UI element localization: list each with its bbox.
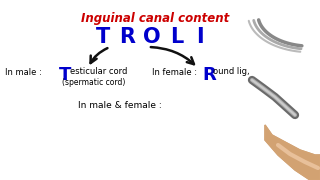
Text: O: O (143, 27, 161, 47)
Text: T: T (59, 66, 71, 84)
Text: T: T (96, 27, 110, 47)
Text: In female :: In female : (152, 68, 200, 76)
Text: In male :: In male : (5, 68, 44, 76)
Text: R: R (202, 66, 216, 84)
Text: I: I (196, 27, 204, 47)
Text: Inguinal canal content: Inguinal canal content (81, 12, 229, 24)
Text: (spermatic cord): (spermatic cord) (62, 78, 125, 87)
Text: L: L (170, 27, 184, 47)
Polygon shape (265, 125, 320, 180)
Text: esticular cord: esticular cord (70, 66, 127, 75)
Text: R: R (119, 27, 135, 47)
Text: In male & female :: In male & female : (78, 100, 162, 109)
Polygon shape (265, 125, 320, 180)
Text: ound lig,: ound lig, (213, 66, 250, 75)
